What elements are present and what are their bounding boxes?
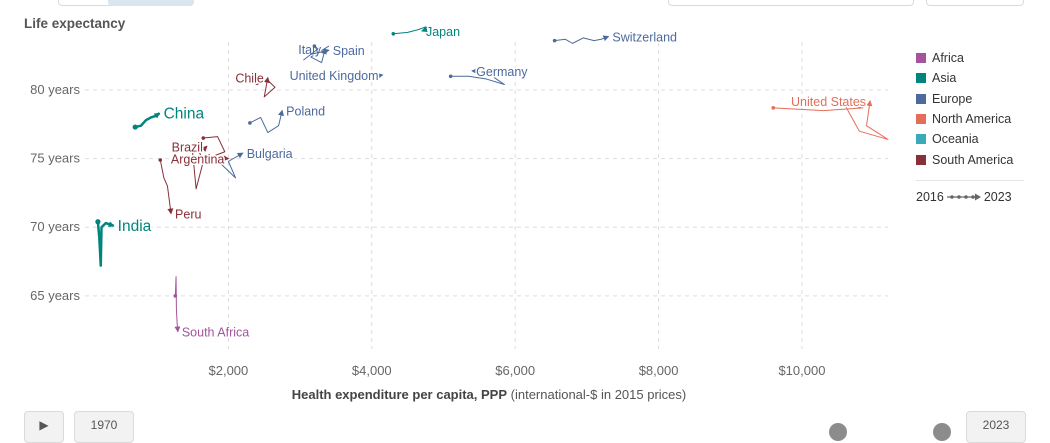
series-path-poland <box>249 109 284 134</box>
series-start-point <box>132 124 138 130</box>
series-start-point <box>201 136 206 140</box>
series-label: Argentina <box>171 153 225 167</box>
legend-swatch-asia <box>916 73 926 84</box>
series-start-point <box>391 31 396 36</box>
legend-item-africa[interactable]: Africa <box>916 48 1013 68</box>
tab-active[interactable] <box>108 0 194 6</box>
chart-title: Life expectancy <box>24 16 126 31</box>
x-axis-title-main: Health expenditure per capita, PPP <box>291 387 508 402</box>
series-path-chile <box>256 76 276 98</box>
legend-label: Africa <box>932 51 964 66</box>
series-path-spain <box>303 45 330 61</box>
series-path-japan <box>393 26 430 35</box>
legend-item-europe[interactable]: Europe <box>916 89 1013 109</box>
series-start-point <box>305 47 310 51</box>
x-axis-title: Health expenditure per capita, PPP (inte… <box>0 387 978 402</box>
legend-item-south-america[interactable]: South America <box>916 149 1013 169</box>
legend-label: South America <box>932 152 1014 167</box>
legend-label: Europe <box>932 91 973 106</box>
end-year-label: 2023 <box>982 418 1010 432</box>
x-axis-title-unit: (international-$ in 2015 prices) <box>507 387 687 402</box>
series-path-bulgaria <box>206 152 244 179</box>
series-label: Switzerland <box>612 31 677 45</box>
time-end-label: 2023 <box>983 190 1012 204</box>
legend-label: North America <box>932 112 1012 127</box>
series-start-point <box>448 74 453 79</box>
series-start-point <box>158 158 163 162</box>
legend-label: Asia <box>932 71 957 86</box>
scatter-plot: 65 years 70 years 75 years 80 years $2,000 $4… <box>30 24 889 378</box>
end-year-input[interactable]: 2023 <box>966 411 1026 443</box>
series-start-point <box>312 44 317 48</box>
series-start-point <box>173 294 178 298</box>
legend-swatch-north-america <box>916 114 926 125</box>
timeline-end-handle[interactable] <box>933 423 951 441</box>
legend-item-asia[interactable]: Asia <box>916 68 1013 88</box>
series-path-united-kingdom <box>342 72 384 81</box>
series-path-china <box>134 112 161 129</box>
time-start-label: 2016 <box>916 190 944 204</box>
x-tick-label: $10,000 <box>778 363 825 378</box>
start-year-input[interactable]: 1970 <box>74 411 134 443</box>
y-tick-label: 80 years <box>30 82 80 97</box>
series-path-germany <box>450 68 505 86</box>
y-tick-label: 65 years <box>30 288 80 303</box>
y-tick-label: 75 years <box>30 151 80 166</box>
series-path-argentina <box>203 136 230 162</box>
series-label: Peru <box>175 208 201 222</box>
settings-button[interactable] <box>668 0 914 6</box>
x-tick-label: $8,000 <box>639 363 679 378</box>
legend-item-oceania[interactable]: Oceania <box>916 129 1013 149</box>
legend-item-north-america[interactable]: North America <box>916 109 1013 129</box>
series-start-point <box>771 106 776 110</box>
series-label: India <box>118 218 152 235</box>
legend-divider <box>916 180 1024 181</box>
series-path-italy <box>307 45 330 64</box>
series-start-point <box>176 144 181 149</box>
legend-swatch-oceania <box>916 134 926 145</box>
series-label: Bulgaria <box>247 147 293 161</box>
series-start-point <box>205 158 209 162</box>
series-start-point <box>95 219 101 225</box>
series-start-point <box>341 74 345 79</box>
series-label: Poland <box>286 105 325 119</box>
legend-swatch-africa <box>916 53 926 64</box>
play-button[interactable]: ▶ <box>24 411 64 443</box>
series-label: China <box>164 105 205 122</box>
time-arrow-icon <box>946 193 981 201</box>
series-start-point <box>552 38 557 43</box>
start-year-label: 1970 <box>90 418 118 432</box>
play-icon: ▶ <box>39 418 49 432</box>
series-path-south-africa <box>174 276 181 333</box>
legend-swatch-europe <box>916 93 926 104</box>
series-start-point <box>248 121 252 125</box>
share-button[interactable] <box>926 0 1024 6</box>
series-label: Japan <box>426 25 460 39</box>
legend-label: Oceania <box>932 132 979 147</box>
series-label: Brazil <box>172 140 203 154</box>
series-path-brazil <box>178 145 208 190</box>
legend-swatch-south-america <box>916 154 926 165</box>
x-tick-label: $4,000 <box>352 363 392 378</box>
series-label: United Kingdom <box>290 69 379 83</box>
x-tick-label: $2,000 <box>209 363 249 378</box>
timeline-start-handle[interactable] <box>829 423 847 441</box>
x-tick-label: $6,000 <box>495 363 535 378</box>
series-path-switzerland <box>554 35 610 44</box>
series-start-point <box>255 81 259 85</box>
y-tick-label: 70 years <box>30 219 80 234</box>
series-path-united-states <box>773 100 889 140</box>
series-path-india <box>96 221 115 267</box>
series-label: Spain <box>333 44 365 58</box>
time-legend: 2016 2023 <box>916 190 1012 204</box>
series-label: South Africa <box>182 326 249 340</box>
series-path-peru <box>159 159 174 215</box>
series-label: Chile <box>235 72 264 86</box>
series-label: Germany <box>476 65 528 79</box>
legend: Africa Asia Europe North America Oceania… <box>916 48 1013 170</box>
series-label: United States <box>791 95 866 109</box>
